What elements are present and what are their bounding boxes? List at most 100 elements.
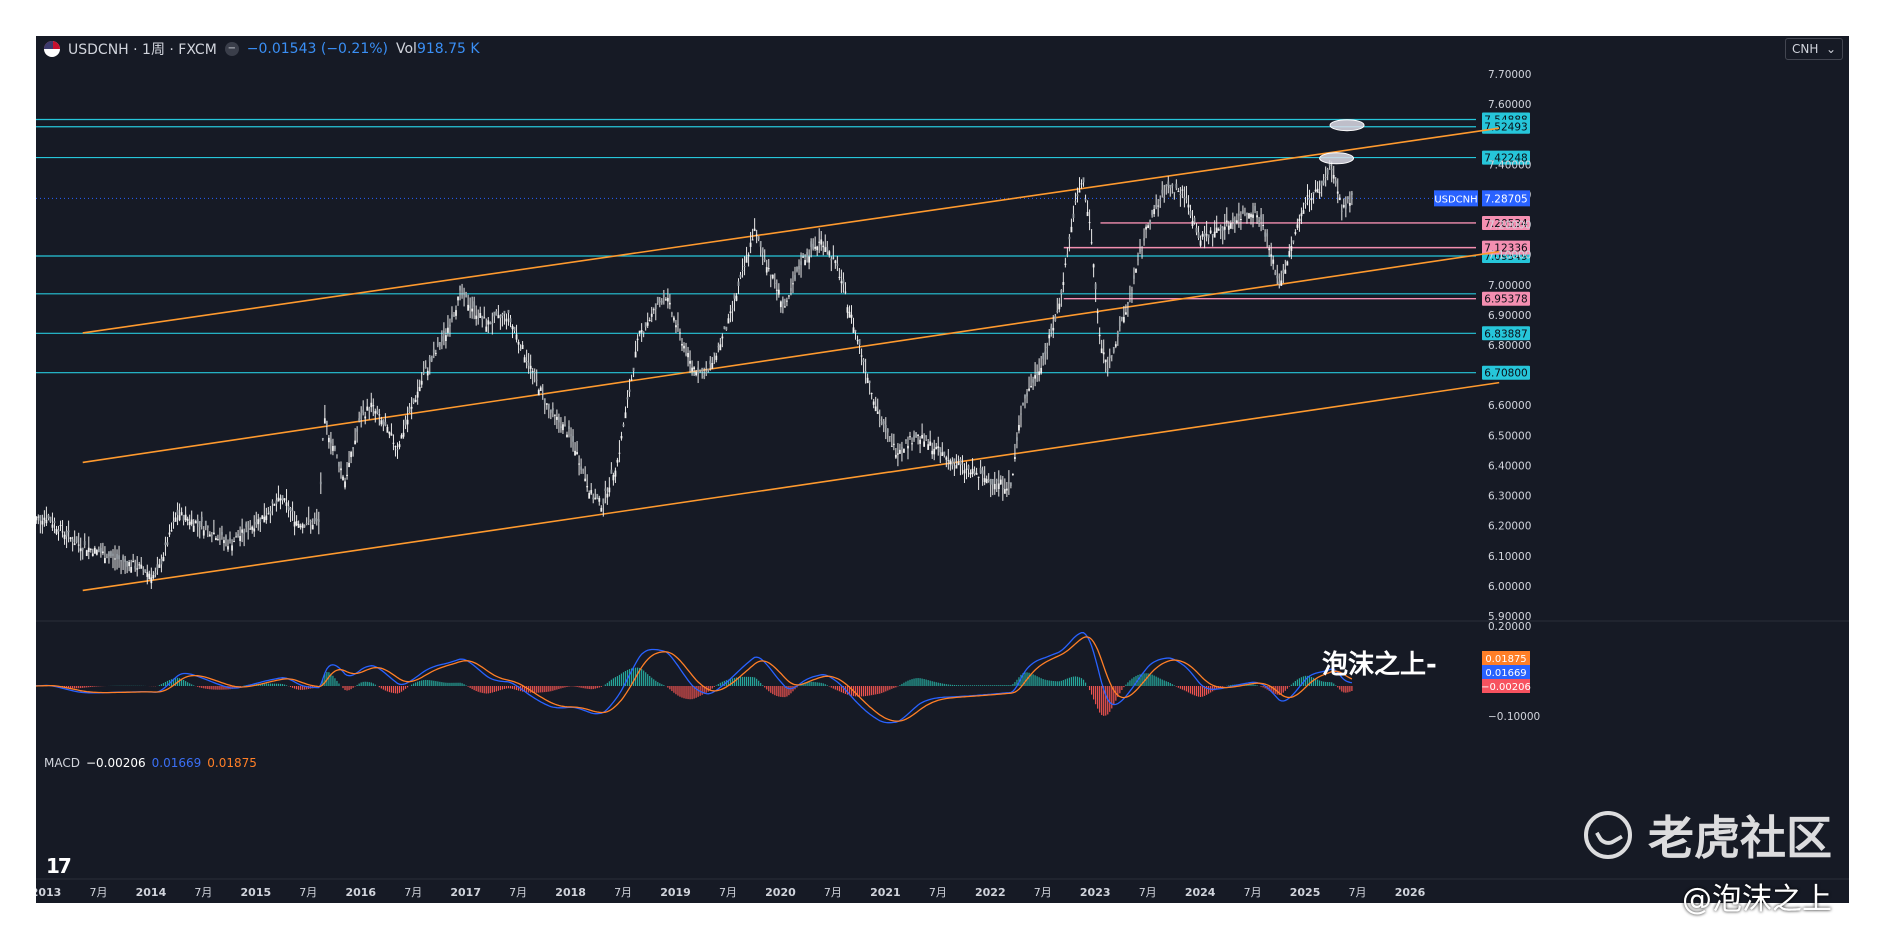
candle-body: [110, 551, 112, 557]
macd-badge-label: −0.00206: [1481, 682, 1531, 693]
candle-body: [313, 517, 316, 522]
candle-body: [354, 440, 357, 445]
candle-body: [83, 541, 86, 546]
symbol-title[interactable]: USDCNH · 1周 · FXCM: [68, 42, 217, 58]
candle-body: [521, 344, 524, 350]
candle-body: [128, 562, 131, 567]
x-tick-label: 2022: [975, 886, 1006, 899]
candle-body: [798, 265, 800, 270]
candle-body: [422, 372, 425, 374]
candle-body: [953, 458, 956, 463]
candle-body: [616, 459, 619, 463]
candle-body: [497, 315, 500, 319]
candle-body: [293, 521, 296, 527]
candle-body: [707, 368, 710, 371]
candle-body: [896, 453, 899, 455]
candle-body: [886, 428, 889, 433]
candle-body: [719, 344, 722, 351]
candle-body: [1100, 348, 1103, 354]
candle-body: [1028, 388, 1030, 391]
candle-body: [1242, 210, 1244, 214]
candle-body: [1229, 222, 1232, 229]
macd-title[interactable]: MACD: [44, 756, 80, 770]
candle-body: [1221, 227, 1224, 231]
tradingview-logo-icon[interactable]: 17: [46, 854, 72, 878]
candle-body: [307, 519, 310, 521]
candle-body: [418, 386, 421, 392]
candle-body: [975, 472, 978, 475]
volume-value: 918.75 K: [416, 41, 480, 57]
y-tick-label: 6.90000: [1488, 310, 1531, 322]
candle-body: [802, 256, 804, 258]
candle-body: [336, 454, 338, 456]
candle-body: [967, 465, 970, 470]
candle-body: [525, 361, 528, 363]
candle-body: [1084, 199, 1087, 201]
candle-body: [1292, 240, 1295, 243]
candle-body: [981, 470, 984, 475]
candle-body: [265, 515, 268, 521]
candle-body: [606, 493, 609, 498]
candle-body: [888, 435, 891, 437]
macd-y-tick: −0.10000: [1488, 711, 1540, 723]
candle-body: [69, 537, 72, 540]
candle-body: [1129, 295, 1131, 297]
candle-body: [773, 282, 776, 284]
candle-body: [1098, 334, 1101, 337]
candle-body: [471, 308, 474, 312]
candle-body: [539, 387, 542, 391]
candle-body: [1173, 191, 1176, 193]
candle-body: [1054, 315, 1057, 321]
candle-body: [49, 516, 52, 522]
candle-body: [122, 556, 124, 560]
candle-body: [346, 474, 348, 477]
candle-body: [214, 538, 217, 541]
candle-body: [348, 462, 350, 468]
candle-body: [662, 293, 665, 298]
collapse-button[interactable]: −: [224, 42, 239, 56]
candle-body: [150, 577, 153, 584]
candle-body: [1082, 177, 1085, 183]
candle-body: [529, 365, 532, 369]
x-tick-label: 7月: [404, 886, 422, 899]
candle-body: [1274, 272, 1277, 275]
candle-body: [1014, 457, 1016, 459]
candle-body: [1270, 254, 1273, 257]
candle-body: [392, 442, 395, 444]
candle-body: [243, 531, 246, 534]
candle-body: [551, 408, 554, 411]
candle-body: [229, 538, 231, 541]
chart-frame[interactable]: 7.548887.524937.422487.095496.838876.708…: [36, 36, 1849, 903]
candle-body: [959, 458, 962, 465]
candle-body: [499, 315, 502, 318]
candle-body: [168, 532, 171, 535]
candle-body: [231, 545, 233, 551]
candle-body: [1205, 234, 1208, 236]
candle-body: [675, 325, 677, 328]
candle-body: [71, 539, 74, 543]
last-price-symbol: USDCNH: [1434, 194, 1477, 205]
candle-body: [221, 532, 223, 535]
candle-body: [55, 528, 58, 534]
candle-body: [711, 363, 714, 369]
candle-body: [927, 444, 930, 450]
candle-body: [114, 558, 116, 560]
y-tick-label: 6.60000: [1488, 400, 1531, 412]
candle-body: [644, 322, 647, 328]
candle-body: [628, 389, 631, 392]
candle-body: [1306, 195, 1309, 197]
candle-body: [1310, 198, 1313, 201]
macd-signal-line: [36, 636, 1353, 722]
candle-body: [816, 246, 819, 251]
macd-badge: [1482, 651, 1530, 665]
macd-badge-label: 0.01669: [1485, 668, 1526, 679]
candle-body: [170, 530, 173, 532]
candle-body: [713, 352, 716, 354]
candle-body: [87, 547, 90, 552]
currency-select[interactable]: CNH ⌄: [1785, 38, 1843, 60]
price-chart[interactable]: 7.548887.524937.422487.095496.838876.708…: [36, 36, 1849, 903]
candle-body: [263, 516, 266, 523]
candle-body: [743, 266, 746, 268]
candle-body: [1009, 482, 1012, 486]
candle-body: [287, 506, 290, 510]
